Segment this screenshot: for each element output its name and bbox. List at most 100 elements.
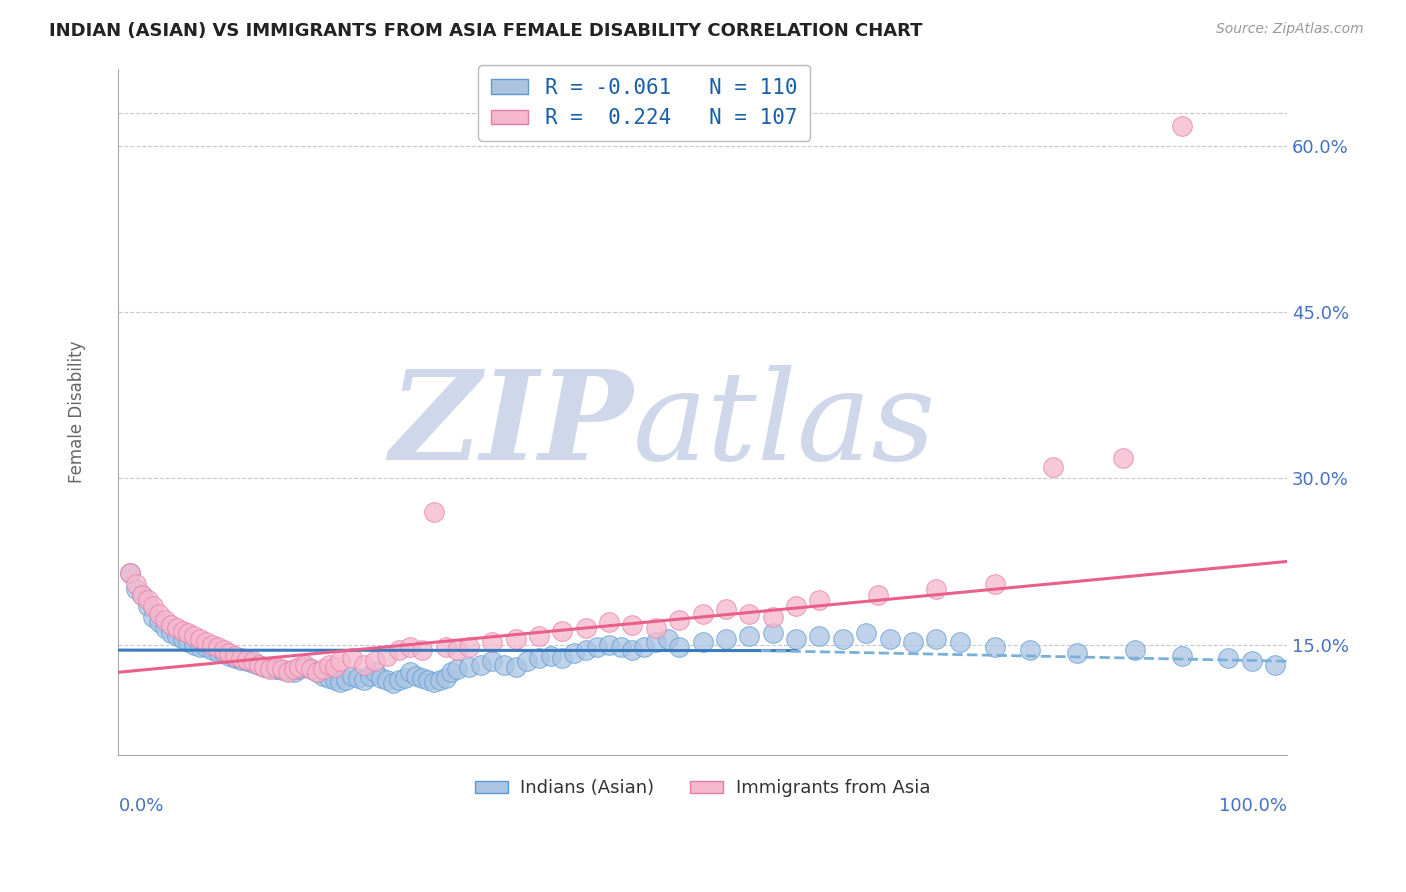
- Point: [148, 607, 170, 621]
- Point: [714, 602, 737, 616]
- Point: [335, 673, 357, 687]
- Point: [925, 582, 948, 597]
- Point: [866, 588, 889, 602]
- Point: [399, 665, 422, 680]
- Point: [762, 626, 785, 640]
- Point: [481, 654, 503, 668]
- Point: [236, 653, 259, 667]
- Point: [983, 640, 1005, 654]
- Point: [388, 643, 411, 657]
- Point: [610, 640, 633, 654]
- Point: [505, 632, 527, 646]
- Point: [1240, 654, 1263, 668]
- Point: [247, 657, 270, 672]
- Point: [738, 607, 761, 621]
- Point: [224, 651, 246, 665]
- Point: [172, 624, 194, 639]
- Point: [136, 599, 159, 613]
- Point: [370, 671, 392, 685]
- Point: [131, 588, 153, 602]
- Point: [692, 635, 714, 649]
- Point: [236, 654, 259, 668]
- Point: [353, 657, 375, 672]
- Point: [492, 657, 515, 672]
- Point: [364, 665, 387, 680]
- Point: [166, 621, 188, 635]
- Point: [242, 657, 264, 671]
- Point: [183, 629, 205, 643]
- Point: [575, 643, 598, 657]
- Point: [188, 640, 211, 654]
- Point: [785, 632, 807, 646]
- Point: [188, 632, 211, 646]
- Point: [277, 665, 299, 680]
- Point: [277, 664, 299, 678]
- Point: [323, 659, 346, 673]
- Point: [312, 668, 335, 682]
- Point: [177, 635, 200, 649]
- Point: [283, 665, 305, 680]
- Point: [166, 629, 188, 643]
- Point: [411, 671, 433, 685]
- Point: [598, 638, 620, 652]
- Legend: Indians (Asian), Immigrants from Asia: Indians (Asian), Immigrants from Asia: [468, 772, 938, 805]
- Text: ZIP: ZIP: [388, 365, 633, 486]
- Point: [1218, 651, 1240, 665]
- Point: [440, 665, 463, 680]
- Point: [160, 617, 183, 632]
- Point: [949, 635, 972, 649]
- Point: [1123, 643, 1146, 657]
- Point: [586, 640, 609, 654]
- Point: [1112, 451, 1135, 466]
- Point: [353, 673, 375, 687]
- Point: [201, 638, 224, 652]
- Point: [120, 566, 142, 580]
- Point: [423, 675, 446, 690]
- Point: [218, 647, 240, 661]
- Point: [411, 643, 433, 657]
- Point: [785, 599, 807, 613]
- Point: [259, 661, 281, 675]
- Point: [142, 610, 165, 624]
- Point: [212, 647, 235, 661]
- Point: [131, 588, 153, 602]
- Point: [264, 662, 287, 676]
- Point: [271, 663, 294, 677]
- Point: [394, 671, 416, 685]
- Point: [381, 676, 404, 690]
- Point: [644, 621, 666, 635]
- Point: [364, 654, 387, 668]
- Point: [925, 632, 948, 646]
- Point: [283, 662, 305, 676]
- Point: [458, 640, 481, 654]
- Point: [201, 643, 224, 657]
- Point: [423, 505, 446, 519]
- Point: [446, 662, 468, 676]
- Point: [540, 648, 562, 663]
- Point: [644, 635, 666, 649]
- Point: [148, 615, 170, 630]
- Point: [340, 668, 363, 682]
- Point: [242, 654, 264, 668]
- Point: [318, 657, 340, 672]
- Point: [177, 626, 200, 640]
- Point: [224, 648, 246, 663]
- Point: [271, 662, 294, 676]
- Point: [808, 629, 831, 643]
- Text: Source: ZipAtlas.com: Source: ZipAtlas.com: [1216, 22, 1364, 37]
- Point: [305, 665, 328, 680]
- Point: [183, 638, 205, 652]
- Point: [416, 673, 439, 687]
- Text: INDIAN (ASIAN) VS IMMIGRANTS FROM ASIA FEMALE DISABILITY CORRELATION CHART: INDIAN (ASIAN) VS IMMIGRANTS FROM ASIA F…: [49, 22, 922, 40]
- Point: [294, 657, 316, 672]
- Point: [299, 662, 322, 676]
- Point: [323, 673, 346, 687]
- Point: [375, 673, 398, 687]
- Point: [983, 576, 1005, 591]
- Text: 0.0%: 0.0%: [118, 797, 163, 814]
- Point: [340, 651, 363, 665]
- Point: [153, 621, 176, 635]
- Point: [714, 632, 737, 646]
- Point: [229, 651, 252, 665]
- Point: [633, 640, 655, 654]
